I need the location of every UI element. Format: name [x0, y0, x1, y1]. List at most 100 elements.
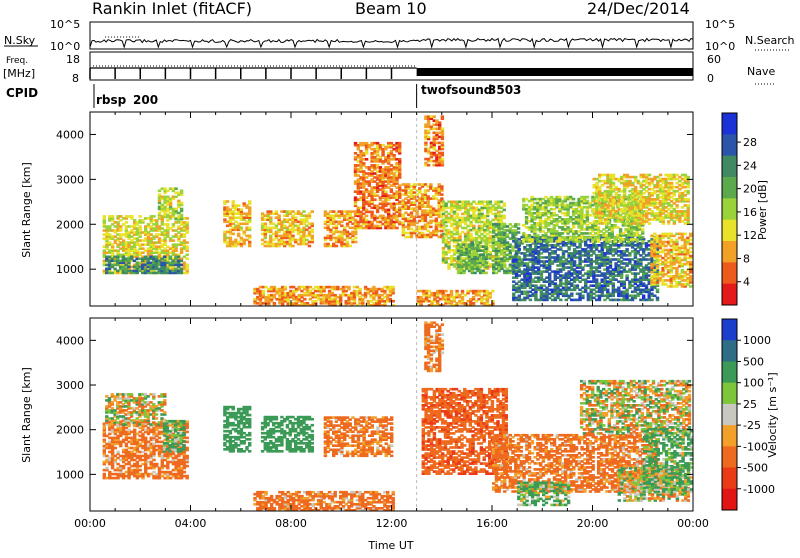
- data-cell: [606, 289, 609, 292]
- data-cell: [264, 223, 267, 226]
- data-cell: [362, 162, 365, 165]
- data-cell: [398, 201, 401, 204]
- freq-tick-top: 18: [66, 53, 80, 66]
- data-cell: [166, 223, 169, 226]
- cpid-segment-1-id: 200: [133, 93, 158, 107]
- data-cell: [269, 216, 272, 219]
- nsearch-tick-bottom: 10^0: [705, 40, 735, 53]
- data-cell: [311, 229, 314, 232]
- data-cell: [169, 256, 172, 259]
- nave-tick-bottom: 0: [707, 72, 714, 85]
- data-cell: [277, 214, 280, 217]
- data-cell: [294, 216, 297, 219]
- data-cell: [311, 235, 314, 238]
- data-cell: [539, 240, 542, 243]
- data-cell: [586, 196, 589, 199]
- data-cell: [642, 295, 645, 298]
- data-cell: [174, 187, 177, 190]
- data-cell: [240, 208, 243, 211]
- freq-unit: [MHz]: [3, 67, 35, 80]
- data-cell: [581, 295, 584, 298]
- data-cell: [573, 260, 576, 263]
- data-cell: [441, 115, 444, 118]
- data-cell: [427, 136, 430, 139]
- station-title: Rankin Inlet (fitACF): [92, 0, 252, 18]
- data-cell: [597, 226, 600, 229]
- nave-tick-top: 60: [707, 53, 721, 66]
- data-cell: [469, 233, 472, 236]
- nsky-trace: [90, 37, 693, 47]
- data-cell: [390, 188, 393, 191]
- data-cell: [111, 215, 114, 218]
- data-cell: [595, 278, 598, 281]
- data-cell: [136, 262, 139, 265]
- data-cell: [530, 238, 533, 241]
- data-cell: [489, 251, 492, 254]
- nsky-tick-bottom: 10^0: [50, 40, 80, 53]
- data-cell: [365, 158, 368, 161]
- data-cell: [518, 248, 521, 251]
- data-cell: [440, 185, 443, 188]
- data-cell: [489, 201, 492, 204]
- data-cell: [365, 215, 368, 218]
- data-cell: [512, 236, 515, 239]
- data-cell: [354, 237, 357, 240]
- data-cell: [612, 174, 615, 177]
- data-cell: [441, 158, 444, 161]
- data-cell: [226, 200, 229, 203]
- data-cell: [441, 128, 444, 131]
- cpid-segment-2-label: twofsound: [421, 83, 492, 97]
- data-cell: [398, 158, 401, 161]
- data-cell: [308, 245, 311, 248]
- freq-label: Freq.: [6, 56, 28, 66]
- nsearch-label: N.Search: [745, 34, 795, 47]
- nsky-tick-top: 10^5: [50, 18, 80, 31]
- data-cell: [576, 284, 579, 287]
- data-cell: [503, 203, 506, 206]
- data-cell: [275, 210, 278, 213]
- data-cell: [503, 209, 506, 212]
- data-cell: [103, 215, 106, 218]
- data-cell: [180, 190, 183, 193]
- freq-tick-bottom: 8: [72, 72, 79, 85]
- data-cell: [125, 221, 128, 224]
- data-cell: [186, 245, 189, 248]
- date-title: 24/Dec/2014: [587, 0, 690, 18]
- data-cell: [398, 221, 401, 224]
- data-cell: [354, 241, 357, 244]
- data-cell: [558, 196, 561, 199]
- data-cell: [641, 236, 644, 239]
- data-cell: [456, 213, 459, 216]
- data-cell: [440, 230, 443, 233]
- data-cell: [116, 256, 119, 259]
- power-heatmap-cells: [103, 115, 693, 306]
- data-cell: [393, 154, 396, 157]
- data-cell: [130, 215, 133, 218]
- data-cell: [248, 235, 251, 238]
- data-cell: [441, 142, 444, 145]
- data-cell: [291, 235, 294, 238]
- data-cell: [291, 245, 294, 248]
- data-cell: [472, 225, 475, 228]
- data-cell: [572, 198, 575, 201]
- data-cell: [427, 164, 430, 167]
- data-cell: [232, 200, 235, 203]
- data-cell: [232, 233, 235, 236]
- data-cell: [528, 234, 531, 237]
- data-cell: [248, 227, 251, 230]
- data-cell: [656, 289, 659, 292]
- data-cell: [570, 293, 573, 296]
- data-cell: [163, 256, 166, 259]
- data-cell: [440, 193, 443, 196]
- data-cell: [127, 266, 130, 269]
- data-cell: [248, 206, 251, 209]
- data-cell: [485, 241, 488, 244]
- data-cell: [384, 190, 387, 193]
- data-cell: [517, 227, 520, 230]
- data-cell: [237, 233, 240, 236]
- data-cell: [229, 237, 232, 240]
- nsky-line: [90, 39, 693, 48]
- data-cell: [180, 202, 183, 205]
- data-cell: [440, 197, 443, 200]
- data-cell: [311, 210, 314, 213]
